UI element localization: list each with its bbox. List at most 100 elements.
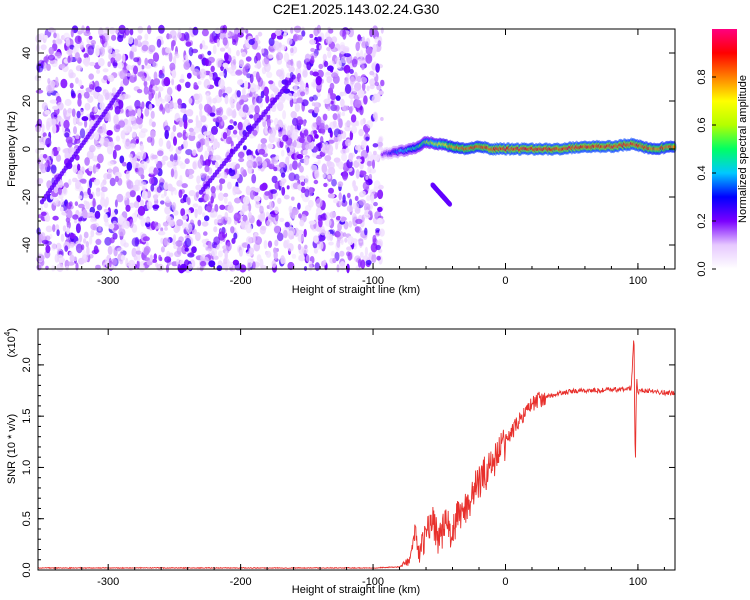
noise-blob: [248, 104, 255, 113]
noise-blob: [141, 44, 149, 52]
noise-blob: [274, 206, 279, 214]
noise-blob: [171, 69, 177, 79]
noise-blob: [379, 228, 385, 237]
noise-blob: [159, 256, 163, 262]
noise-blob: [175, 240, 183, 247]
noise-blob: [301, 83, 307, 88]
noise-blob: [242, 87, 246, 97]
noise-blob: [93, 178, 101, 186]
noise-blob: [346, 72, 350, 83]
noise-blob: [112, 60, 118, 69]
noise-blob: [241, 51, 247, 57]
noise-blob: [296, 97, 303, 104]
noise-blob: [364, 227, 368, 236]
noise-blob: [74, 201, 79, 207]
noise-blob: [208, 260, 216, 268]
noise-blob: [257, 77, 263, 87]
noise-blob: [358, 199, 366, 206]
noise-blob: [373, 150, 377, 156]
noise-blob: [365, 260, 372, 265]
noise-blob: [120, 254, 126, 261]
noise-blob: [103, 213, 108, 222]
noise-blob: [53, 32, 57, 39]
noise-blob: [342, 232, 347, 237]
noise-blob: [330, 100, 334, 105]
noise-blob: [366, 120, 373, 129]
noise-blob: [184, 209, 191, 216]
noise-blob: [340, 238, 344, 245]
noise-blob: [169, 100, 174, 108]
noise-blob: [266, 71, 273, 79]
noise-blob: [158, 230, 166, 236]
spectrogram-dominant-line: [380, 135, 677, 161]
noise-blob: [147, 58, 155, 65]
noise-blob: [173, 136, 177, 146]
spectrogram-x-tick-label: -300: [97, 275, 119, 287]
noise-blob: [304, 53, 311, 63]
noise-blob: [225, 86, 233, 94]
noise-blob: [378, 184, 384, 190]
noise-blob: [46, 84, 52, 94]
noise-blob: [200, 172, 205, 178]
noise-blob: [40, 163, 47, 174]
noise-blob: [73, 126, 77, 135]
noise-blob: [166, 140, 172, 150]
noise-blob: [271, 175, 278, 184]
noise-blob: [337, 113, 341, 123]
noise-blob: [178, 120, 183, 128]
noise-blob: [80, 179, 87, 184]
noise-blob: [123, 124, 131, 134]
noise-blob: [219, 47, 226, 52]
noise-blob: [179, 78, 185, 83]
noise-blob: [292, 160, 298, 171]
noise-blob: [376, 255, 381, 261]
noise-blob: [189, 131, 196, 137]
noise-blob: [249, 114, 254, 119]
noise-blob: [240, 167, 245, 175]
noise-blob: [121, 161, 127, 167]
noise-blob: [129, 50, 135, 60]
noise-blob: [361, 81, 366, 91]
noise-blob: [195, 231, 201, 242]
noise-blob: [309, 33, 314, 39]
noise-blob: [122, 220, 131, 229]
noise-blob: [38, 239, 42, 244]
noise-blob: [226, 261, 233, 268]
noise-blob: [237, 151, 245, 159]
noise-blob: [332, 120, 337, 128]
noise-blob: [301, 247, 309, 254]
snr-x-ticks: -300 -200 -100 0 100: [54, 329, 665, 588]
noise-blob: [128, 153, 133, 159]
noise-blob: [223, 68, 227, 79]
noise-blob: [204, 150, 209, 161]
noise-blob: [83, 57, 90, 67]
noise-blob: [290, 111, 297, 119]
noise-blob: [155, 98, 161, 107]
noise-blob: [311, 152, 318, 158]
noise-blob: [287, 261, 295, 271]
noise-blob: [304, 244, 308, 250]
noise-blob: [182, 215, 188, 220]
noise-blob: [193, 82, 198, 89]
noise-blob: [166, 160, 174, 168]
noise-blob: [309, 39, 317, 45]
noise-blob: [98, 226, 102, 232]
noise-blob: [314, 134, 319, 139]
noise-blob: [211, 191, 216, 200]
noise-blob: [107, 113, 112, 123]
noise-blob: [260, 138, 268, 144]
noise-blob: [87, 212, 95, 217]
noise-blob: [52, 39, 56, 44]
noise-blob: [238, 59, 244, 67]
noise-blob: [286, 147, 290, 153]
noise-blob: [133, 57, 140, 63]
noise-blob: [298, 213, 302, 219]
spectrogram-streaks: [39, 74, 453, 207]
noise-blob: [330, 250, 336, 257]
noise-blob: [88, 235, 93, 245]
noise-blob: [111, 258, 117, 266]
streak-blob: [119, 86, 124, 92]
noise-blob: [255, 52, 261, 62]
noise-blob: [172, 124, 177, 133]
